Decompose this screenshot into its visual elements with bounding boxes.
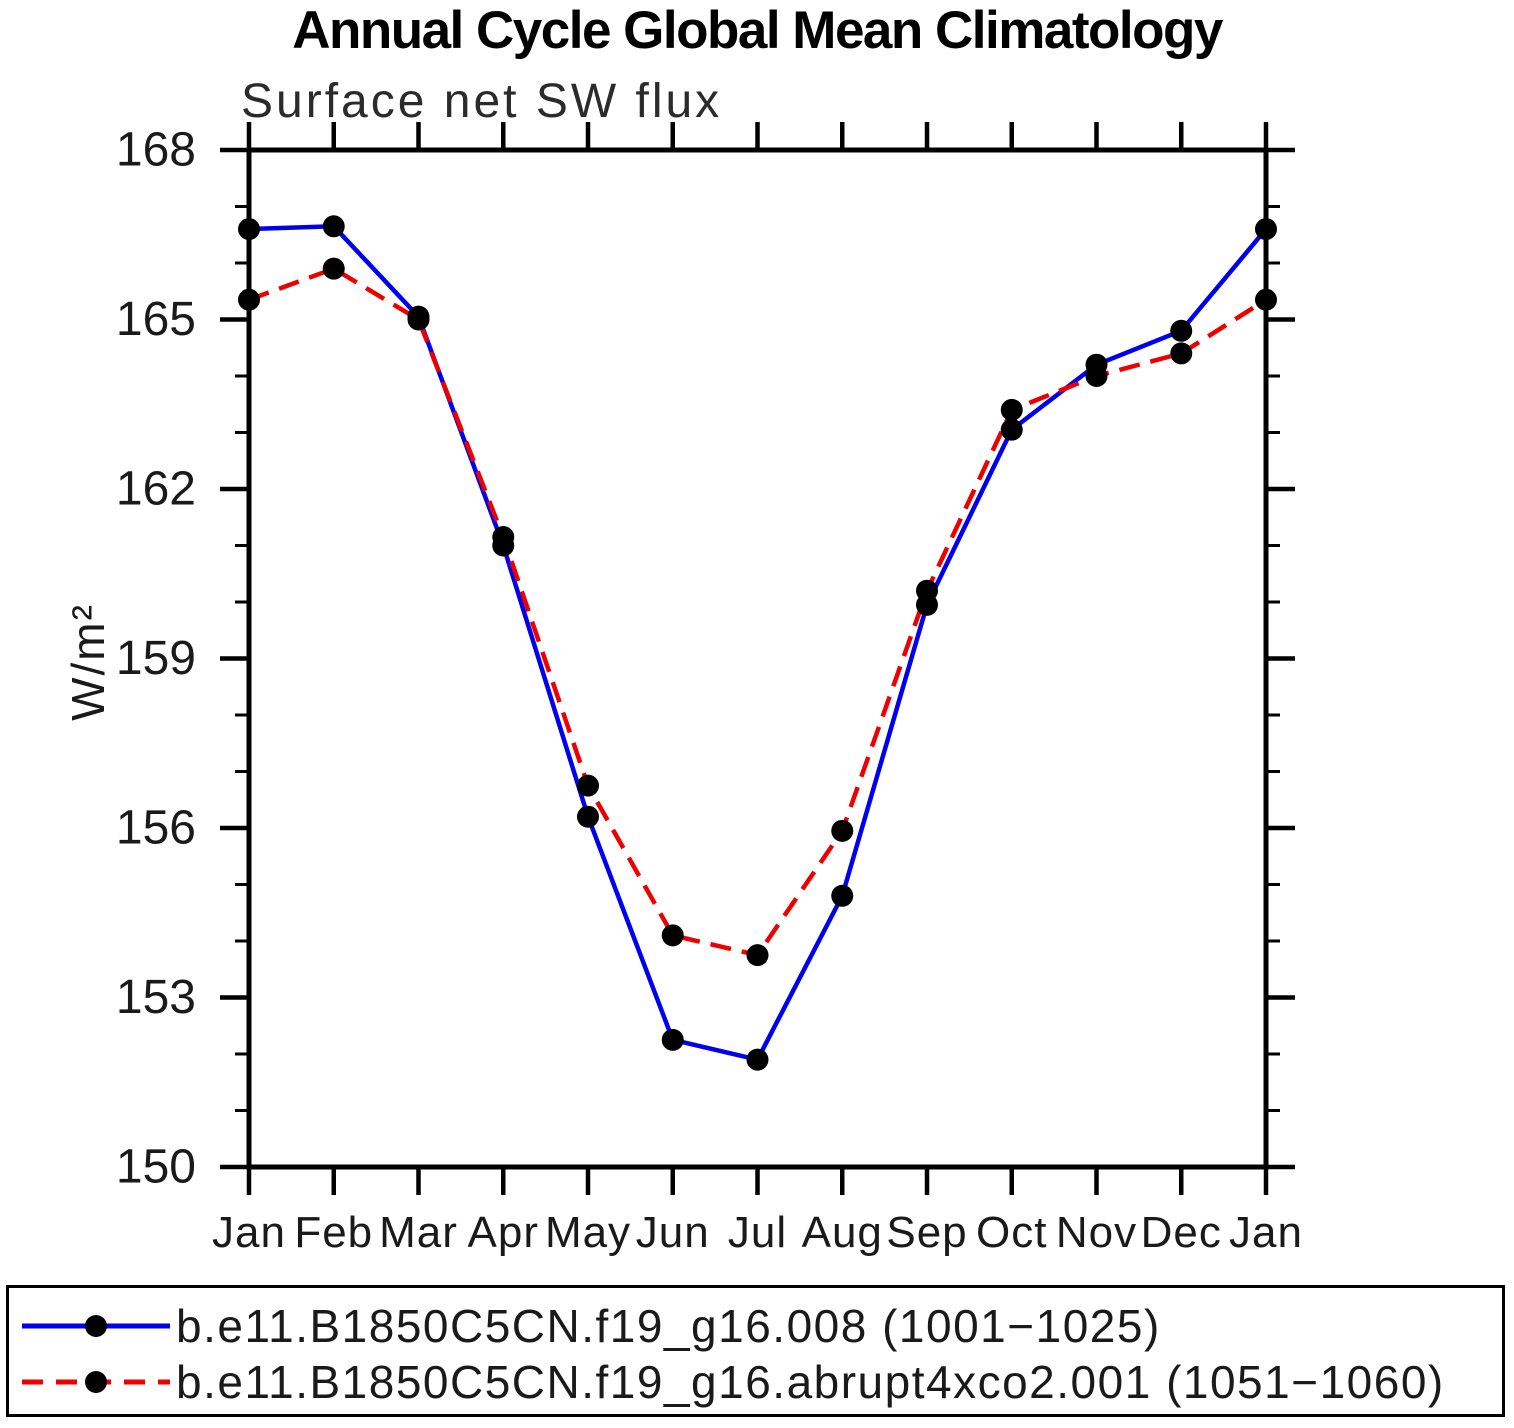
data-point-s0-Jun [661,1028,684,1051]
legend-key-solid [22,1315,170,1337]
x-tick-label: Mar [379,1208,458,1257]
x-tick-label: Oct [976,1208,1047,1257]
data-point-s0-Jan [238,218,260,241]
y-tick-label: 168 [116,124,196,177]
data-point-s1-May [577,774,599,797]
data-point-s1-Sep [916,579,938,602]
legend-label-control-run: b.e11.B1850C5CN.f19_g16.008 (1001−1025) [176,1300,1161,1352]
x-tick-label: Jun [636,1208,710,1257]
x-tick-label: Apr [468,1208,539,1257]
y-tick-label: 162 [116,463,196,516]
data-point-s1-Nov [1085,365,1108,387]
data-point-s0-Oct [1000,418,1023,441]
data-point-s1-Mar [407,308,430,331]
x-tick-label: Feb [294,1208,373,1257]
data-point-s0-Dec [1170,319,1193,342]
x-tick-label: Jan [1229,1208,1303,1257]
x-tick-label: May [545,1208,631,1257]
x-tick-label: Jul [728,1208,787,1257]
legend-item-control-run: b.e11.B1850C5CN.f19_g16.008 (1001−1025) [9,1298,1502,1354]
x-tick-label: Nov [1056,1208,1137,1257]
y-tick-label: 159 [116,632,196,685]
data-point-s0-Jan [1255,218,1277,241]
x-tick-label: Sep [886,1208,967,1257]
data-point-s1-Jul [746,944,769,967]
x-tick-label: Aug [802,1208,883,1257]
y-axis-label: W/m² [62,603,114,721]
y-tick-label: 165 [116,293,196,346]
data-point-s1-Dec [1170,342,1193,365]
legend-key-dashed [22,1371,170,1393]
data-point-s1-Feb [322,257,345,280]
legend-label-4xco2-run: b.e11.B1850C5CN.f19_g16.abrupt4xco2.001 … [176,1356,1445,1408]
legend-marker-dot [85,1315,107,1337]
chart-subtitle: Surface net SW flux [241,75,723,128]
chart-title: Annual Cycle Global Mean Climatology [292,1,1223,60]
data-point-s1-Oct [1000,398,1023,421]
data-point-s1-Aug [831,819,854,842]
x-tick-label: Dec [1141,1208,1222,1257]
data-point-s1-Jan [238,288,260,311]
data-point-s0-May [577,805,599,828]
data-point-s1-Jan [1255,288,1277,311]
x-tick-label: Jan [212,1208,286,1257]
data-point-s0-Jul [746,1048,769,1071]
axis-frame [246,147,1269,1170]
legend-box: b.e11.B1850C5CN.f19_g16.008 (1001−1025) … [6,1285,1505,1417]
data-point-s0-Feb [322,215,345,238]
data-point-s1-Jun [661,924,684,947]
y-tick-label: 150 [116,1141,196,1194]
data-point-s1-Apr [492,526,515,549]
series-line-1 [248,266,1268,958]
y-tick-label: 153 [116,971,196,1024]
legend-item-4xco2-run: b.e11.B1850C5CN.f19_g16.abrupt4xco2.001 … [9,1354,1502,1410]
series-line-0 [248,223,1268,1063]
y-tick-label: 156 [116,802,196,855]
legend-marker-dot [85,1371,107,1393]
data-point-s0-Aug [831,884,854,907]
